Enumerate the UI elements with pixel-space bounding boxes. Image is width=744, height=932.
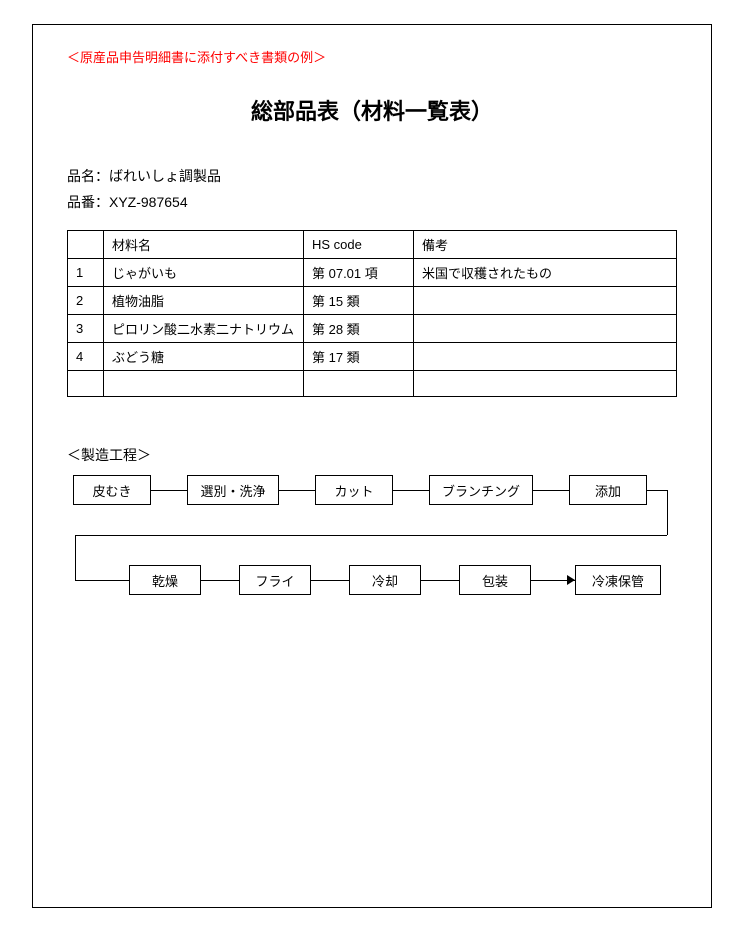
table-row: 4ぶどう糖第 17 類: [68, 343, 677, 371]
flow-connector: [311, 580, 349, 581]
table-cell: 植物油脂: [104, 287, 304, 315]
process-flowchart: 皮むき 選別・洗浄 カット ブランチング 添加乾燥 フライ 冷却 包装 冷凍保管: [67, 475, 677, 665]
flow-connector: [533, 490, 569, 491]
col-header-num: [68, 231, 104, 259]
example-note: ＜原産品申告明細書に添付すべき書類の例＞: [67, 47, 677, 66]
flow-connector: [279, 490, 315, 491]
table-cell: ぶどう糖: [104, 343, 304, 371]
flow-connector: [667, 490, 668, 535]
table-cell: [104, 371, 304, 397]
process-section-label: ＜製造工程＞: [67, 445, 677, 465]
flow-connector: [151, 490, 187, 491]
table-cell: [304, 371, 414, 397]
table-cell: 米国で収穫されたもの: [414, 259, 677, 287]
flow-node: 選別・洗浄: [187, 475, 279, 505]
flow-arrow-icon: [567, 575, 575, 585]
table-cell: 4: [68, 343, 104, 371]
table-cell: ピロリン酸二水素二ナトリウム: [104, 315, 304, 343]
product-code-label: 品番：: [67, 194, 109, 210]
table-cell: 2: [68, 287, 104, 315]
flow-connector: [75, 535, 667, 536]
flow-connector: [647, 490, 667, 491]
table-row: [68, 371, 677, 397]
document-frame: ＜原産品申告明細書に添付すべき書類の例＞ 総部品表（材料一覧表） 品名：ばれいし…: [32, 24, 712, 908]
flow-node: 添加: [569, 475, 647, 505]
table-header-row: 材料名 HS code 備考: [68, 231, 677, 259]
flow-node: 皮むき: [73, 475, 151, 505]
flow-node: 冷却: [349, 565, 421, 595]
flow-connector: [75, 535, 76, 580]
product-code-line: 品番：XYZ-987654: [67, 192, 677, 212]
document-title: 総部品表（材料一覧表）: [67, 94, 677, 126]
product-name-value: ばれいしょ調製品: [109, 168, 221, 184]
table-cell: 3: [68, 315, 104, 343]
table-cell: [414, 343, 677, 371]
col-header-name: 材料名: [104, 231, 304, 259]
materials-table: 材料名 HS code 備考 1じゃがいも第 07.01 項米国で収穫されたもの…: [67, 230, 677, 397]
flow-connector: [201, 580, 239, 581]
table-row: 3ピロリン酸二水素二ナトリウム第 28 類: [68, 315, 677, 343]
table-cell: 第 15 類: [304, 287, 414, 315]
flow-connector: [421, 580, 459, 581]
table-cell: [68, 371, 104, 397]
flow-node: 包装: [459, 565, 531, 595]
table-cell: 第 28 類: [304, 315, 414, 343]
table-cell: じゃがいも: [104, 259, 304, 287]
meta-block: 品名：ばれいしょ調製品 品番：XYZ-987654: [67, 166, 677, 212]
flow-node: 冷凍保管: [575, 565, 661, 595]
table-row: 2植物油脂第 15 類: [68, 287, 677, 315]
flow-connector: [75, 580, 129, 581]
product-code-value: XYZ-987654: [109, 194, 188, 210]
table-cell: 第 07.01 項: [304, 259, 414, 287]
product-name-line: 品名：ばれいしょ調製品: [67, 166, 677, 186]
table-cell: [414, 287, 677, 315]
col-header-note: 備考: [414, 231, 677, 259]
table-cell: 1: [68, 259, 104, 287]
table-cell: [414, 371, 677, 397]
col-header-hs: HS code: [304, 231, 414, 259]
product-name-label: 品名：: [67, 168, 109, 184]
table-cell: 第 17 類: [304, 343, 414, 371]
flow-node: カット: [315, 475, 393, 505]
table-row: 1じゃがいも第 07.01 項米国で収穫されたもの: [68, 259, 677, 287]
flow-node: ブランチング: [429, 475, 533, 505]
table-cell: [414, 315, 677, 343]
flow-node: 乾燥: [129, 565, 201, 595]
page: ＜原産品申告明細書に添付すべき書類の例＞ 総部品表（材料一覧表） 品名：ばれいし…: [0, 0, 744, 932]
flow-connector: [393, 490, 429, 491]
flow-node: フライ: [239, 565, 311, 595]
